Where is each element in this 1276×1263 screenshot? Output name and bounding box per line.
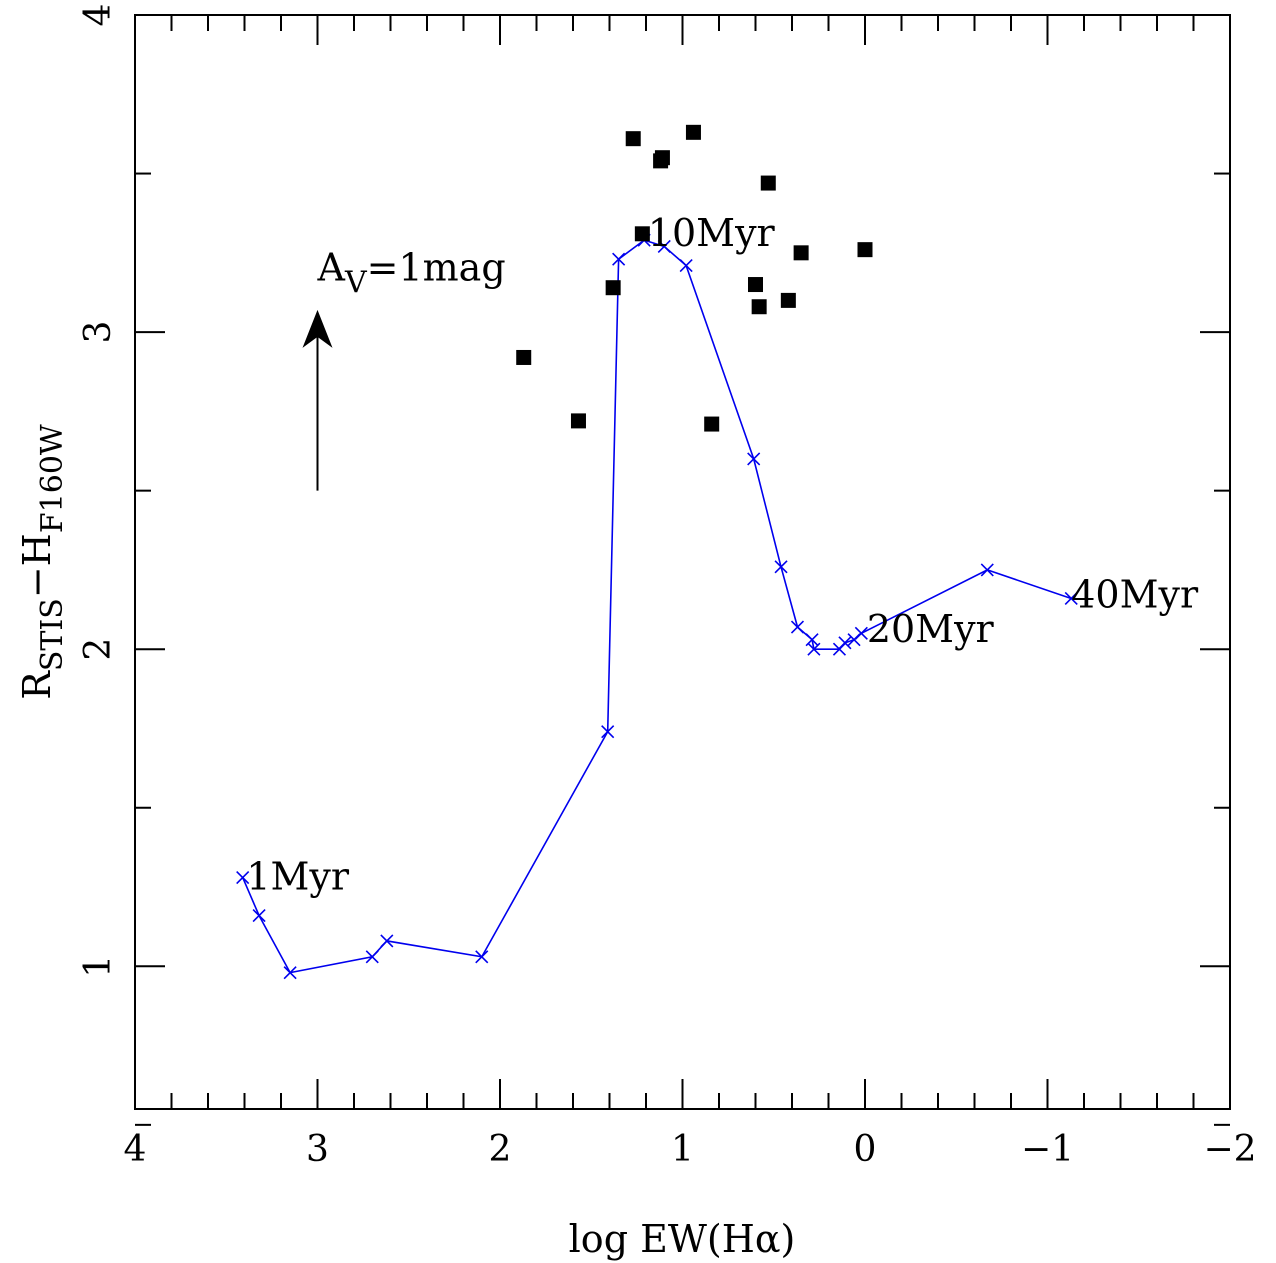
tick-labels: 4 3 2 1 0 −1 −2 1 2 3 4 <box>78 4 1257 1170</box>
y-axis-title: RSTIS−HF160W <box>15 424 70 700</box>
x-tick-label: 0 <box>854 1129 877 1170</box>
model-point <box>612 252 626 266</box>
model-track-line <box>241 239 1072 974</box>
y-tick-label: 1 <box>78 955 119 978</box>
y-tick-label: 3 <box>78 321 119 344</box>
x-tick-label: −2 <box>1203 1129 1256 1170</box>
model-point <box>365 950 379 964</box>
age-annotations: 1Myr 10Myr 20Myr 40Myr <box>246 211 1199 899</box>
vector-label-rest: =1mag <box>367 246 506 290</box>
observed-point <box>685 124 701 140</box>
y-tick-label: 4 <box>78 4 119 27</box>
observed-point <box>570 413 586 429</box>
y-axis-title-sub-stis: STIS <box>35 598 70 671</box>
observed-point <box>793 245 809 261</box>
model-point <box>1064 591 1078 606</box>
y-tick-label: 2 <box>78 638 119 661</box>
model-point <box>236 870 250 885</box>
model-point <box>252 909 266 923</box>
model-point <box>657 239 671 254</box>
x-tick-label: 4 <box>124 1129 147 1170</box>
vector-label-a: A <box>317 246 346 290</box>
model-point <box>854 626 868 640</box>
x-tick-label: 1 <box>671 1129 694 1170</box>
observed-point <box>780 292 796 308</box>
model-point <box>774 560 788 574</box>
plot-frame <box>134 14 1231 1110</box>
model-point <box>283 966 297 980</box>
model-point <box>790 620 805 634</box>
observed-point <box>605 280 621 296</box>
x-axis-title: log EW(Hα) <box>569 1217 796 1261</box>
observed-points <box>516 124 873 432</box>
age-label: 40Myr <box>1071 572 1199 616</box>
age-label: 10Myr <box>648 211 776 255</box>
axis-ticks <box>134 15 1231 1126</box>
observed-point <box>760 175 776 191</box>
observed-point <box>704 416 720 432</box>
reddening-vector: AV=1mag <box>302 246 506 491</box>
x-tick-label: −1 <box>1021 1129 1074 1170</box>
age-label: 1Myr <box>246 855 350 899</box>
model-point <box>679 258 693 273</box>
observed-point <box>625 131 641 147</box>
x-tick-label: 3 <box>306 1129 329 1170</box>
observed-point <box>857 242 873 258</box>
observed-point <box>654 150 670 166</box>
observed-point <box>516 349 532 365</box>
y-axis-title-r: R <box>15 670 59 700</box>
model-point <box>380 934 394 948</box>
model-point <box>475 950 489 964</box>
model-point <box>980 563 994 577</box>
model-track <box>236 233 1078 980</box>
observed-point <box>748 277 763 293</box>
observed-point <box>634 226 650 242</box>
model-point <box>807 642 821 656</box>
y-axis-title-minus-h: −H <box>15 533 59 598</box>
vector-arrowhead <box>302 309 333 348</box>
vector-label-sub: V <box>344 266 368 301</box>
age-label: 20Myr <box>867 607 995 651</box>
model-point <box>747 452 761 466</box>
x-tick-label: 2 <box>489 1129 512 1170</box>
model-point <box>838 636 852 650</box>
model-point <box>601 725 615 739</box>
observed-point <box>751 299 767 315</box>
y-axis-title-sub-f160w: F160W <box>35 424 70 533</box>
vector-label: AV=1mag <box>317 246 506 301</box>
